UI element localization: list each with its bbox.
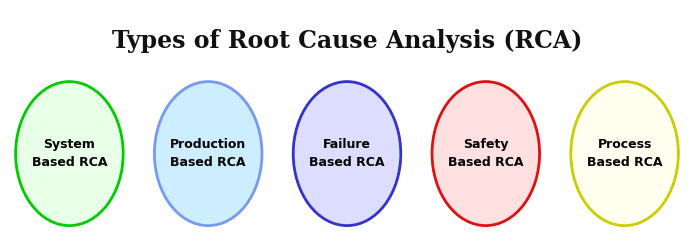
Ellipse shape — [570, 82, 678, 226]
Text: Process
Based RCA: Process Based RCA — [587, 138, 662, 169]
Text: Production
Based RCA: Production Based RCA — [170, 138, 246, 169]
Ellipse shape — [16, 82, 124, 226]
Text: Safety
Based RCA: Safety Based RCA — [448, 138, 523, 169]
Ellipse shape — [294, 82, 400, 226]
Ellipse shape — [154, 82, 262, 226]
Ellipse shape — [432, 82, 540, 226]
Text: Failure
Based RCA: Failure Based RCA — [310, 138, 384, 169]
Text: System
Based RCA: System Based RCA — [32, 138, 107, 169]
Text: Types of Root Cause Analysis (RCA): Types of Root Cause Analysis (RCA) — [112, 29, 582, 53]
